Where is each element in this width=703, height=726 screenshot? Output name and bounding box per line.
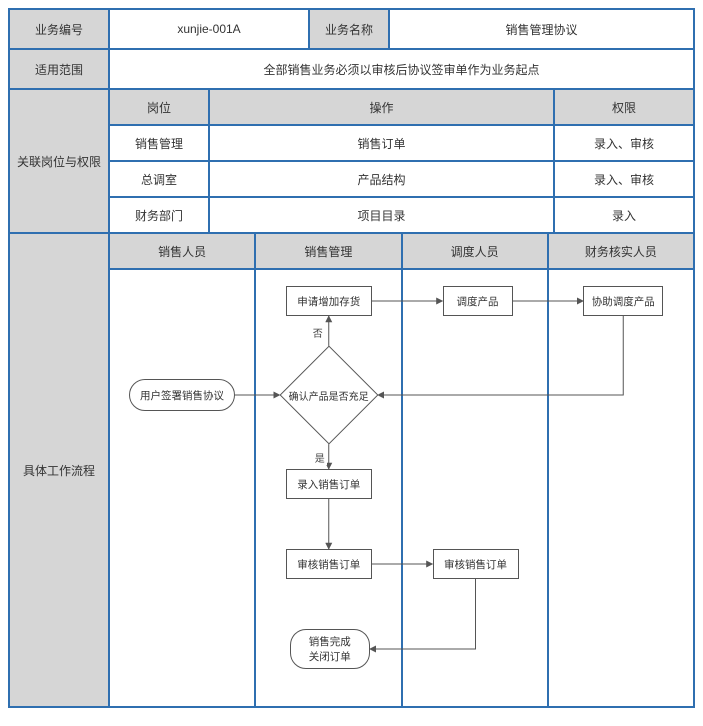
roles-col-position: 岗位 xyxy=(109,89,209,125)
header-row-1: 业务编号 xunjie-001A 业务名称 销售管理协议 xyxy=(9,9,694,49)
terminator-end: 销售完成 关闭订单 xyxy=(290,629,370,669)
lane-header: 财务核实人员 xyxy=(548,233,694,269)
roles-cell: 销售订单 xyxy=(209,125,554,161)
biz-code-value: xunjie-001A xyxy=(109,9,309,49)
roles-header-row: 岗位 操作 权限 xyxy=(109,89,694,125)
roles-row: 财务部门 项目目录 录入 xyxy=(109,197,694,233)
lane-dispatcher xyxy=(402,269,548,707)
edge-label-yes: 是 xyxy=(313,450,327,465)
terminator-start: 用户签署销售协议 xyxy=(129,379,235,411)
lane-header: 销售管理 xyxy=(255,233,401,269)
roles-cell: 产品结构 xyxy=(209,161,554,197)
process-request-stock: 申请增加存货 xyxy=(286,286,372,316)
roles-table: 岗位 操作 权限 销售管理 销售订单 录入、审核 总调室 产品结构 录入、审核 … xyxy=(109,89,694,233)
process-dispatch: 调度产品 xyxy=(443,286,513,316)
header-row-2: 适用范围 全部销售业务必须以审核后协议签审单作为业务起点 xyxy=(9,49,694,89)
roles-cell: 录入、审核 xyxy=(554,125,694,161)
roles-col-privilege: 权限 xyxy=(554,89,694,125)
roles-cell: 录入 xyxy=(554,197,694,233)
process-assist-dispatch: 协助调度产品 xyxy=(583,286,663,316)
roles-cell: 销售管理 xyxy=(109,125,209,161)
lanes-header: 销售人员 销售管理 调度人员 财务核实人员 xyxy=(109,233,694,269)
lane-header: 调度人员 xyxy=(402,233,548,269)
biz-code-label: 业务编号 xyxy=(9,9,109,49)
scope-label: 适用范围 xyxy=(9,49,109,89)
lane-sales-person xyxy=(109,269,255,707)
edge-label-no: 否 xyxy=(311,325,325,340)
flow-section: 具体工作流程 销售人员 销售管理 调度人员 财务核实人员 xyxy=(9,233,694,707)
roles-row: 总调室 产品结构 录入、审核 xyxy=(109,161,694,197)
roles-cell: 总调室 xyxy=(109,161,209,197)
lanes-body: 用户签署销售协议申请增加存货调度产品协助调度产品录入销售订单审核销售订单审核销售… xyxy=(109,269,694,707)
spec-document: 业务编号 xunjie-001A 业务名称 销售管理协议 适用范围 全部销售业务… xyxy=(8,8,695,708)
roles-cell: 财务部门 xyxy=(109,197,209,233)
biz-name-label: 业务名称 xyxy=(309,9,389,49)
scope-value: 全部销售业务必须以审核后协议签审单作为业务起点 xyxy=(109,49,694,89)
roles-row: 销售管理 销售订单 录入、审核 xyxy=(109,125,694,161)
roles-cell: 项目目录 xyxy=(209,197,554,233)
process-enter-order: 录入销售订单 xyxy=(286,469,372,499)
roles-col-operation: 操作 xyxy=(209,89,554,125)
biz-name-value: 销售管理协议 xyxy=(389,9,694,49)
roles-section: 关联岗位与权限 岗位 操作 权限 销售管理 销售订单 录入、审核 总调室 产品结… xyxy=(9,89,694,233)
process-review-order-dispatcher: 审核销售订单 xyxy=(433,549,519,579)
roles-section-label: 关联岗位与权限 xyxy=(9,89,109,233)
process-review-order-mgr: 审核销售订单 xyxy=(286,549,372,579)
lane-finance xyxy=(548,269,694,707)
roles-cell: 录入、审核 xyxy=(554,161,694,197)
decision-stock-sufficient: 确认产品是否充足 xyxy=(294,360,364,430)
lane-header: 销售人员 xyxy=(109,233,255,269)
flow-right: 销售人员 销售管理 调度人员 财务核实人员 用户签署销售协 xyxy=(109,233,694,707)
flow-section-label: 具体工作流程 xyxy=(9,233,109,707)
